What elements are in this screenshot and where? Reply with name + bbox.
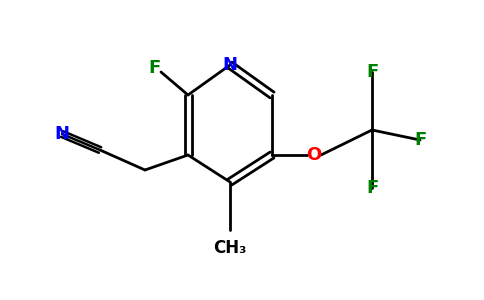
- Text: F: F: [366, 179, 378, 197]
- Text: CH₃: CH₃: [213, 239, 247, 257]
- Text: N: N: [223, 56, 238, 74]
- Text: F: F: [414, 131, 426, 149]
- Text: F: F: [366, 63, 378, 81]
- Text: N: N: [55, 125, 70, 143]
- Text: O: O: [306, 146, 322, 164]
- Text: F: F: [149, 59, 161, 77]
